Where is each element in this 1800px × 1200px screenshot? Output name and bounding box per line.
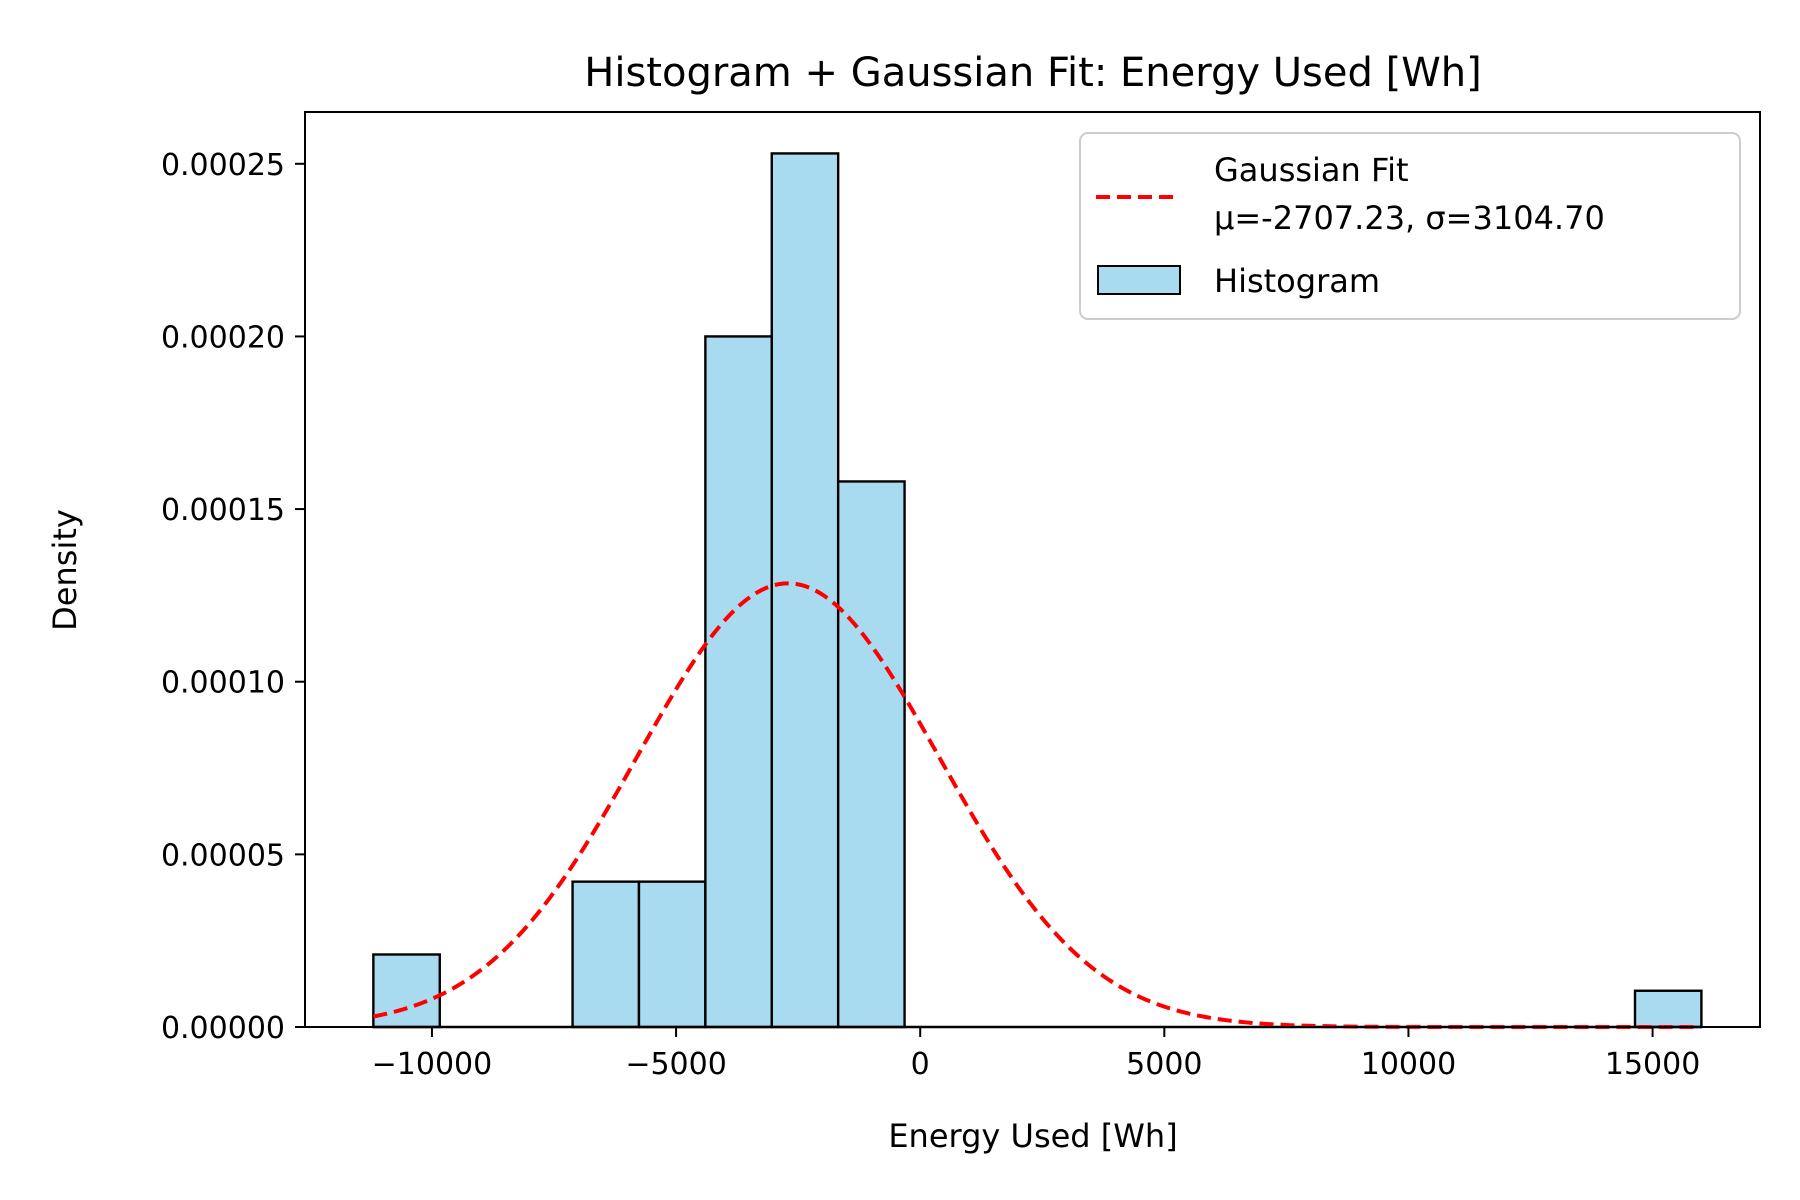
histogram-bar-5 (704, 335, 773, 1029)
chart-title: Histogram + Gaussian Fit: Energy Used [W… (584, 50, 1481, 96)
x-tick-label-0: −10000 (372, 1047, 493, 1082)
histogram-bar-7 (836, 480, 906, 1029)
histogram-bar-3 (571, 880, 641, 1029)
x-tick-label-5: 15000 (1605, 1047, 1700, 1082)
legend: Gaussian Fit μ=-2707.23, σ=3104.70 Histo… (1079, 132, 1741, 320)
x-axis-label: Energy Used [Wh] (888, 1117, 1177, 1155)
legend-histogram-label: Histogram (1214, 262, 1380, 300)
legend-gaussian-label: Gaussian Fit (1214, 151, 1409, 189)
x-axis-ticks: −10000 −5000 0 5000 10000 15000 (372, 1027, 1700, 1082)
x-tick-label-2: 0 (911, 1047, 930, 1082)
histogram-bar-4 (637, 880, 707, 1029)
y-tick-label-3: 0.00015 (161, 493, 285, 528)
y-tick-label-2: 0.00010 (161, 666, 285, 701)
x-tick-label-1: −5000 (625, 1047, 726, 1082)
legend-box (1079, 132, 1741, 320)
x-tick-label-3: 5000 (1126, 1047, 1202, 1082)
histogram-bar-6 (770, 152, 840, 1029)
y-tick-label-4: 0.00020 (161, 320, 285, 355)
x-tick-label-4: 10000 (1361, 1047, 1456, 1082)
y-axis-label: Density (46, 509, 84, 631)
plot-area-frame (304, 111, 1761, 1028)
y-tick-label-1: 0.00005 (161, 838, 285, 873)
y-axis-ticks: 0.00000 0.00005 0.00010 0.00015 0.00020 0.000… (161, 148, 305, 1046)
legend-histogram-swatch (1097, 265, 1181, 295)
y-tick-label-5: 0.00025 (161, 148, 285, 183)
y-tick-label-0: 0.00000 (161, 1011, 285, 1046)
histogram-bars (372, 152, 1703, 1029)
legend-gaussian-params: μ=-2707.23, σ=3104.70 (1214, 199, 1605, 237)
histogram-bar-19 (1633, 989, 1703, 1029)
